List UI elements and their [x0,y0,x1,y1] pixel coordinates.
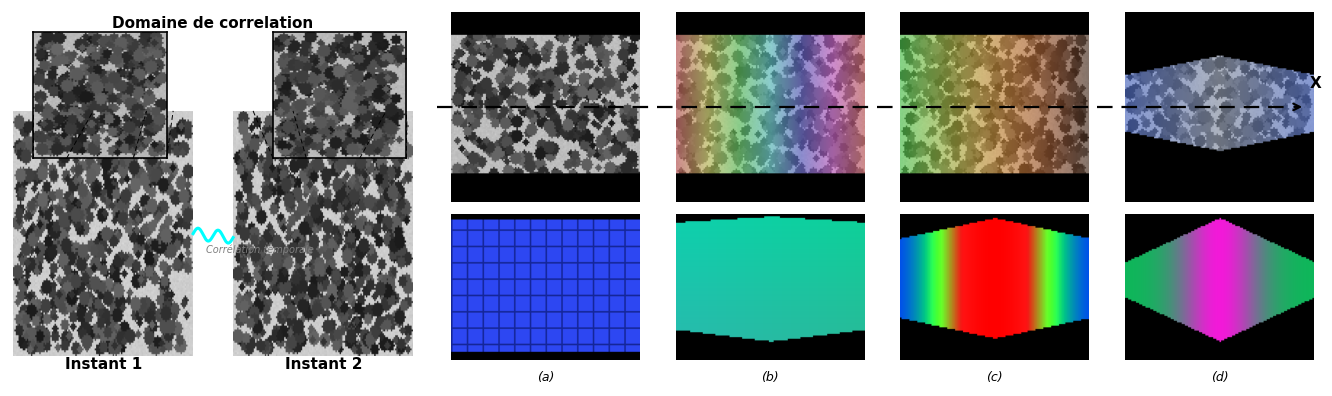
Text: (d): (d) [1211,371,1228,384]
Text: Instant 1: Instant 1 [65,357,143,372]
Text: Domaine de correlation: Domaine de correlation [112,16,314,31]
Text: Corrélation temporale: Corrélation temporale [206,245,314,255]
Text: (a): (a) [537,371,554,384]
Text: Instant 2: Instant 2 [285,357,362,372]
Text: (c): (c) [987,371,1003,384]
Text: X: X [1309,76,1321,91]
Text: (b): (b) [762,371,779,384]
